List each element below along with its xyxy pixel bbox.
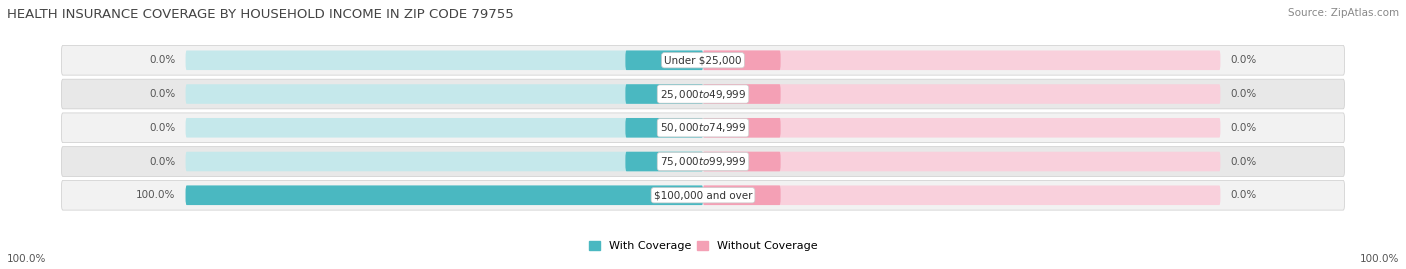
- Text: 0.0%: 0.0%: [149, 89, 176, 99]
- FancyBboxPatch shape: [186, 118, 703, 137]
- Text: 0.0%: 0.0%: [149, 123, 176, 133]
- Text: $50,000 to $74,999: $50,000 to $74,999: [659, 121, 747, 134]
- FancyBboxPatch shape: [186, 186, 703, 205]
- Text: $100,000 and over: $100,000 and over: [654, 190, 752, 200]
- FancyBboxPatch shape: [626, 152, 703, 171]
- FancyBboxPatch shape: [703, 152, 780, 171]
- FancyBboxPatch shape: [62, 180, 1344, 210]
- Text: $25,000 to $49,999: $25,000 to $49,999: [659, 87, 747, 101]
- Text: 0.0%: 0.0%: [149, 55, 176, 65]
- Text: 0.0%: 0.0%: [1230, 157, 1257, 167]
- FancyBboxPatch shape: [186, 152, 703, 171]
- Text: Source: ZipAtlas.com: Source: ZipAtlas.com: [1288, 8, 1399, 18]
- FancyBboxPatch shape: [626, 51, 703, 70]
- FancyBboxPatch shape: [62, 113, 1344, 143]
- FancyBboxPatch shape: [703, 186, 780, 205]
- Text: Under $25,000: Under $25,000: [664, 55, 742, 65]
- FancyBboxPatch shape: [703, 152, 1220, 171]
- Text: 100.0%: 100.0%: [1360, 254, 1399, 264]
- FancyBboxPatch shape: [703, 51, 780, 70]
- Text: 0.0%: 0.0%: [149, 157, 176, 167]
- Text: $75,000 to $99,999: $75,000 to $99,999: [659, 155, 747, 168]
- FancyBboxPatch shape: [703, 118, 1220, 137]
- FancyBboxPatch shape: [703, 51, 1220, 70]
- FancyBboxPatch shape: [186, 51, 703, 70]
- FancyBboxPatch shape: [703, 84, 780, 104]
- Text: 100.0%: 100.0%: [7, 254, 46, 264]
- Text: HEALTH INSURANCE COVERAGE BY HOUSEHOLD INCOME IN ZIP CODE 79755: HEALTH INSURANCE COVERAGE BY HOUSEHOLD I…: [7, 8, 513, 21]
- FancyBboxPatch shape: [703, 118, 780, 137]
- Text: 0.0%: 0.0%: [1230, 55, 1257, 65]
- Text: 0.0%: 0.0%: [1230, 123, 1257, 133]
- FancyBboxPatch shape: [186, 84, 703, 104]
- FancyBboxPatch shape: [62, 147, 1344, 176]
- Text: 0.0%: 0.0%: [1230, 190, 1257, 200]
- FancyBboxPatch shape: [703, 186, 1220, 205]
- FancyBboxPatch shape: [186, 186, 703, 205]
- Text: 100.0%: 100.0%: [136, 190, 176, 200]
- FancyBboxPatch shape: [626, 84, 703, 104]
- FancyBboxPatch shape: [703, 84, 1220, 104]
- FancyBboxPatch shape: [62, 45, 1344, 75]
- Text: 0.0%: 0.0%: [1230, 89, 1257, 99]
- Legend: With Coverage, Without Coverage: With Coverage, Without Coverage: [585, 237, 821, 256]
- FancyBboxPatch shape: [62, 79, 1344, 109]
- FancyBboxPatch shape: [626, 118, 703, 137]
